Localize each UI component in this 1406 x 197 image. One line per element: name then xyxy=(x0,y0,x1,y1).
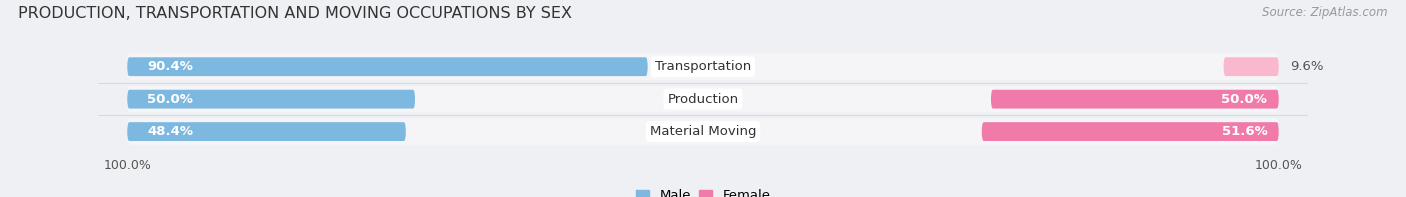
Text: 51.6%: 51.6% xyxy=(1222,125,1267,138)
FancyBboxPatch shape xyxy=(127,118,1279,145)
Legend: Male, Female: Male, Female xyxy=(630,184,776,197)
FancyBboxPatch shape xyxy=(981,122,1279,141)
FancyBboxPatch shape xyxy=(127,53,1279,80)
Text: Source: ZipAtlas.com: Source: ZipAtlas.com xyxy=(1263,6,1388,19)
Text: Material Moving: Material Moving xyxy=(650,125,756,138)
Text: 9.6%: 9.6% xyxy=(1291,60,1324,73)
FancyBboxPatch shape xyxy=(1223,57,1279,76)
FancyBboxPatch shape xyxy=(127,86,1279,112)
FancyBboxPatch shape xyxy=(127,122,406,141)
Text: 50.0%: 50.0% xyxy=(1222,93,1267,106)
Text: 90.4%: 90.4% xyxy=(148,60,193,73)
Text: Production: Production xyxy=(668,93,738,106)
Text: Transportation: Transportation xyxy=(655,60,751,73)
FancyBboxPatch shape xyxy=(127,57,648,76)
FancyBboxPatch shape xyxy=(127,90,415,109)
Text: PRODUCTION, TRANSPORTATION AND MOVING OCCUPATIONS BY SEX: PRODUCTION, TRANSPORTATION AND MOVING OC… xyxy=(18,6,572,21)
Text: 50.0%: 50.0% xyxy=(148,93,193,106)
Text: 48.4%: 48.4% xyxy=(148,125,194,138)
FancyBboxPatch shape xyxy=(991,90,1279,109)
